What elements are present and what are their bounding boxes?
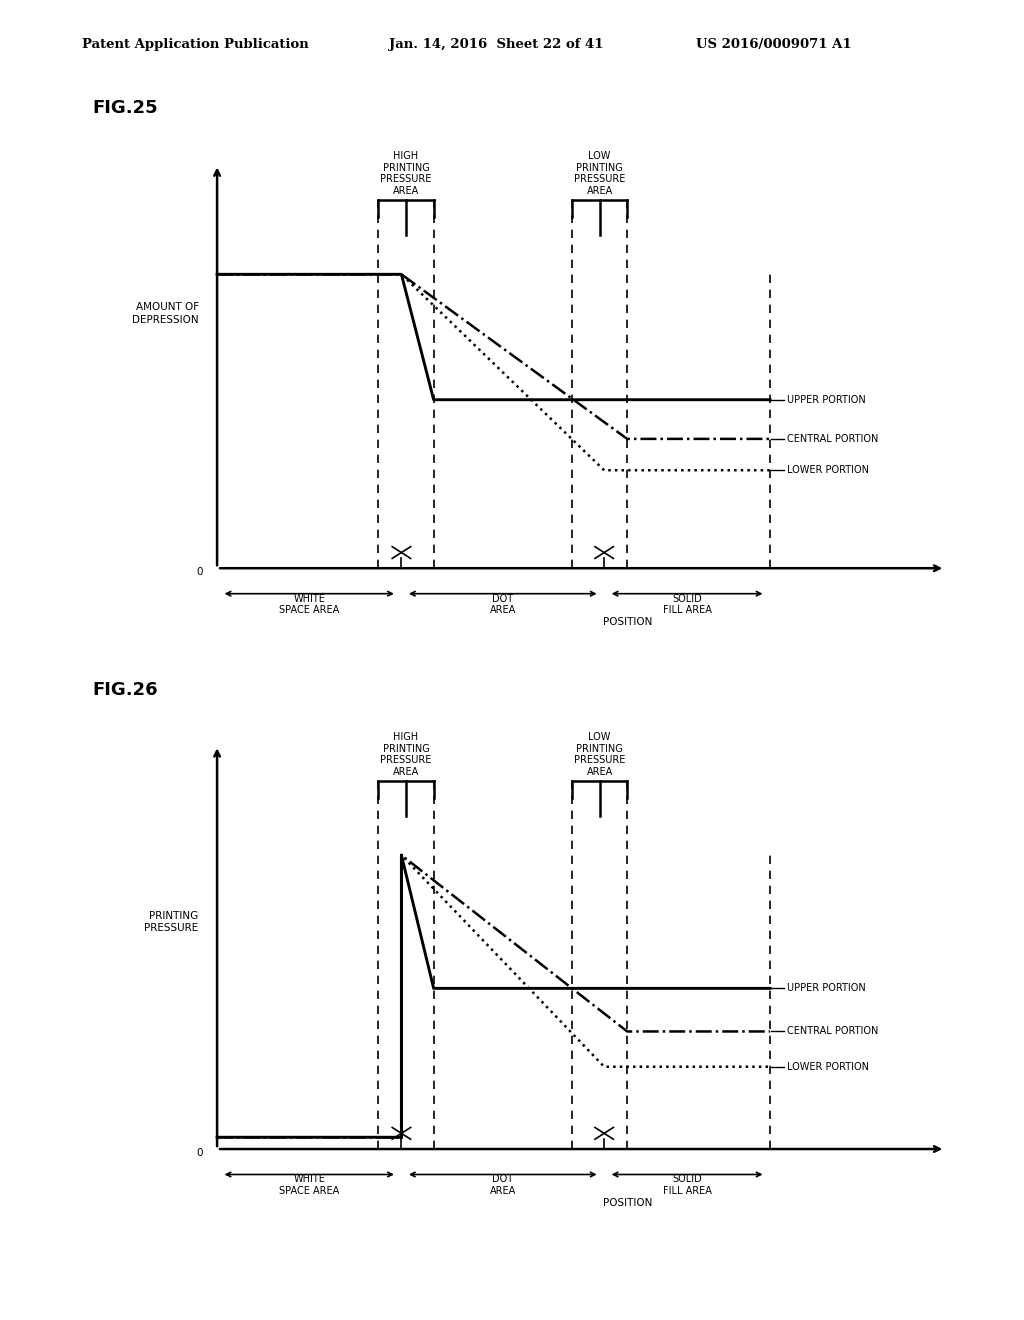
Text: SOLID
FILL AREA: SOLID FILL AREA [663, 594, 712, 615]
Text: US 2016/0009071 A1: US 2016/0009071 A1 [696, 38, 852, 51]
Text: POSITION: POSITION [602, 1199, 652, 1208]
Text: Patent Application Publication: Patent Application Publication [82, 38, 308, 51]
Text: WHITE
SPACE AREA: WHITE SPACE AREA [280, 594, 339, 615]
Text: LOW
PRINTING
PRESSURE
AREA: LOW PRINTING PRESSURE AREA [573, 150, 626, 195]
Text: LOWER PORTION: LOWER PORTION [786, 465, 868, 475]
Text: AMOUNT OF
DEPRESSION: AMOUNT OF DEPRESSION [132, 302, 199, 325]
Text: FIG.26: FIG.26 [92, 681, 158, 700]
Text: LOWER PORTION: LOWER PORTION [786, 1061, 868, 1072]
Text: HIGH
PRINTING
PRESSURE
AREA: HIGH PRINTING PRESSURE AREA [380, 150, 432, 195]
Text: WHITE
SPACE AREA: WHITE SPACE AREA [280, 1175, 339, 1196]
Text: LOW
PRINTING
PRESSURE
AREA: LOW PRINTING PRESSURE AREA [573, 731, 626, 776]
Text: FIG.25: FIG.25 [92, 99, 158, 117]
Text: 0: 0 [197, 1148, 203, 1158]
Text: HIGH
PRINTING
PRESSURE
AREA: HIGH PRINTING PRESSURE AREA [380, 731, 432, 776]
Text: DOT
AREA: DOT AREA [489, 1175, 516, 1196]
Text: UPPER PORTION: UPPER PORTION [786, 395, 865, 405]
Text: CENTRAL PORTION: CENTRAL PORTION [786, 1027, 878, 1036]
Text: POSITION: POSITION [602, 618, 652, 627]
Text: SOLID
FILL AREA: SOLID FILL AREA [663, 1175, 712, 1196]
Text: UPPER PORTION: UPPER PORTION [786, 983, 865, 994]
Text: CENTRAL PORTION: CENTRAL PORTION [786, 434, 878, 444]
Text: Jan. 14, 2016  Sheet 22 of 41: Jan. 14, 2016 Sheet 22 of 41 [389, 38, 603, 51]
Text: DOT
AREA: DOT AREA [489, 594, 516, 615]
Text: 0: 0 [197, 568, 203, 577]
Text: PRINTING
PRESSURE: PRINTING PRESSURE [144, 911, 199, 933]
